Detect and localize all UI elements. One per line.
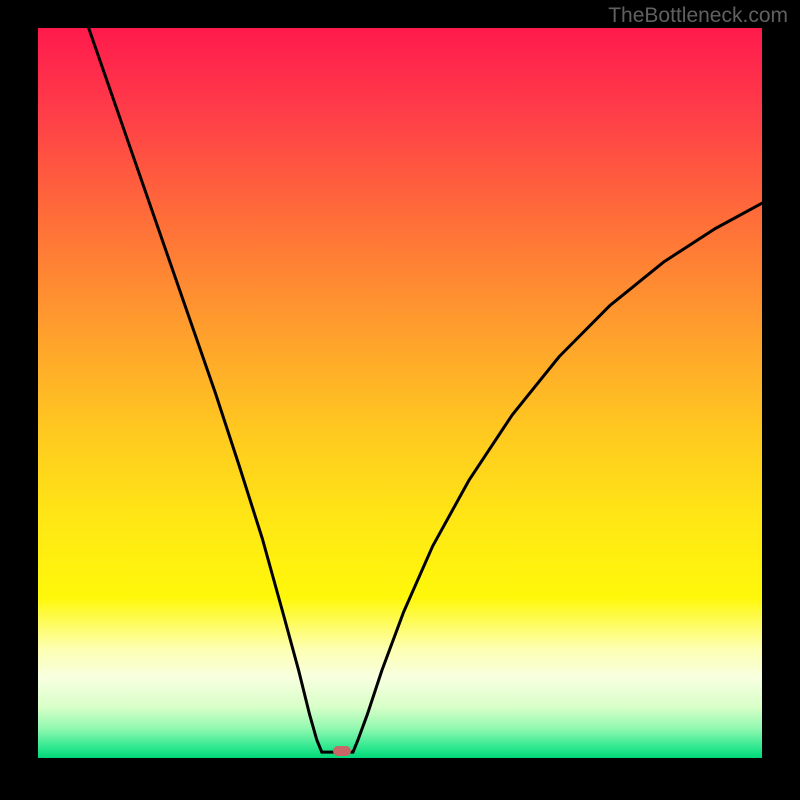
chart-plot-area bbox=[38, 28, 762, 758]
curve-overlay bbox=[38, 28, 762, 758]
bottleneck-marker bbox=[333, 746, 351, 756]
curve-right-branch bbox=[353, 203, 762, 752]
curve-left-branch bbox=[89, 28, 322, 752]
watermark-text: TheBottleneck.com bbox=[608, 4, 788, 28]
